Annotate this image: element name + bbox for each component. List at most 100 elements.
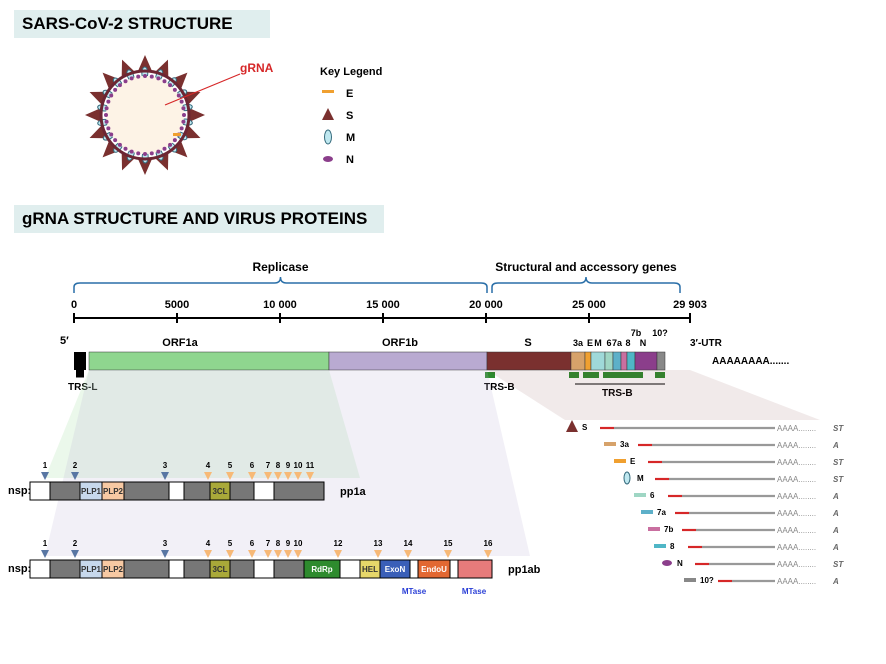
grna-label: gRNA [240, 61, 274, 75]
cleavage-number: 1 [43, 461, 48, 470]
sgrna-name: 3a [620, 440, 629, 449]
title-structure: SARS-CoV-2 STRUCTURE [22, 14, 233, 33]
cleavage-number: 4 [206, 539, 211, 548]
cleavage-number: 2 [73, 539, 78, 548]
sgrna-polya: AAAA........ [777, 543, 816, 552]
gene-label: ORF1a [162, 337, 198, 349]
sgrna-polya: AAAA........ [777, 475, 816, 484]
sgrna-polya: AAAA........ [777, 492, 816, 501]
cleavage-number: 9 [286, 461, 291, 470]
domain-label: RdRp [311, 565, 332, 574]
cleavage-number: 7 [266, 461, 271, 470]
poly-a-label: AAAAAAAA....... [712, 356, 789, 367]
gene-label: E [587, 338, 593, 348]
cleavage-number: 9 [286, 539, 291, 548]
sgrna-polya: AAAA........ [777, 424, 816, 433]
pp1a-label: pp1a [340, 486, 367, 498]
sgrna-name: M [637, 474, 644, 483]
sgrna-name: 6 [650, 491, 655, 500]
sgrna-name: 7b [664, 525, 673, 534]
gene-label: 6 [606, 338, 611, 348]
legend-item-label: S [346, 110, 353, 122]
legend-title: Key Legend [320, 66, 382, 78]
sgrna-name: S [582, 423, 588, 432]
cleavage-number: 8 [276, 461, 281, 470]
domain-label: PLP2 [103, 565, 124, 574]
gene-label: 7b [631, 328, 642, 338]
cleavage-number: 5 [228, 539, 233, 548]
scale-tick-label: 25 000 [572, 299, 606, 311]
sgrna-st: ST [833, 424, 844, 433]
sgrna-st: A [832, 441, 839, 450]
cleavage-number: 3 [163, 461, 168, 470]
sgrna-st: A [832, 526, 839, 535]
gene-label: 7a [612, 338, 623, 348]
brace-label: Replicase [252, 260, 308, 274]
mtase-label: MTase [402, 587, 427, 596]
pp1ab-label: pp1ab [508, 564, 541, 576]
sgrna-name: 8 [670, 542, 675, 551]
sgrna-polya: AAAA........ [777, 526, 816, 535]
scale-tick-label: 29 903 [673, 299, 707, 311]
sgrna-name: N [677, 559, 683, 568]
sgrna-st: A [832, 509, 839, 518]
domain-label: PLP1 [81, 487, 102, 496]
brace-label: Structural and accessory genes [495, 260, 677, 274]
sgrna-polya: AAAA........ [777, 458, 816, 467]
scale-tick-label: 5000 [165, 299, 189, 311]
cleavage-number: 6 [250, 539, 255, 548]
scale-tick-label: 10 000 [263, 299, 297, 311]
domain-label: 3CL [212, 487, 227, 496]
sgrna-st: ST [833, 458, 844, 467]
cleavage-number: 3 [163, 539, 168, 548]
sgrna-polya: AAAA........ [777, 560, 816, 569]
legend-item-label: M [346, 132, 355, 144]
nsp-label: nsp: [8, 485, 31, 497]
cleavage-number: 10 [294, 461, 303, 470]
sgrna-polya: AAAA........ [777, 509, 816, 518]
sars-cov-2-diagram: SARS-CoV-2 STRUCTUREgRNAKey LegendESMNgR… [0, 0, 886, 659]
cleavage-number: 4 [206, 461, 211, 470]
cleavage-number: 15 [444, 539, 453, 548]
sgrna-st: A [832, 492, 839, 501]
gene-label: M [594, 338, 602, 348]
sgrna-name: 7a [657, 508, 666, 517]
three-prime-label: 3′-UTR [690, 338, 723, 349]
gene-label: 8 [625, 338, 630, 348]
gene-label: N [640, 338, 647, 348]
domain-label: PLP1 [81, 565, 102, 574]
title-grna: gRNA STRUCTURE AND VIRUS PROTEINS [22, 209, 367, 228]
scale-tick-label: 0 [71, 299, 77, 311]
sgrna-st: ST [833, 475, 844, 484]
cleavage-number: 7 [266, 539, 271, 548]
legend-item-label: N [346, 154, 354, 166]
sgrna-st: ST [833, 560, 844, 569]
domain-label: HEL [362, 565, 378, 574]
cleavage-number: 13 [374, 539, 383, 548]
mtase-label: MTase [462, 587, 487, 596]
scale-tick-label: 20 000 [469, 299, 503, 311]
gene-label: ORF1b [382, 337, 418, 349]
domain-label: 3CL [212, 565, 227, 574]
sgrna-name: 10? [700, 576, 714, 585]
cleavage-number: 14 [404, 539, 413, 548]
cleavage-number: 1 [43, 539, 48, 548]
cleavage-number: 10 [294, 539, 303, 548]
domain-label: PLP2 [103, 487, 124, 496]
legend-item-label: E [346, 88, 353, 100]
five-prime-label: 5′ [60, 335, 69, 347]
cleavage-number: 2 [73, 461, 78, 470]
cleavage-number: 5 [228, 461, 233, 470]
gene-label: 10? [652, 328, 668, 338]
domain-label: EndoU [421, 565, 447, 574]
cleavage-number: 11 [306, 461, 315, 470]
sgrna-polya: AAAA........ [777, 441, 816, 450]
sgrna-polya: AAAA........ [777, 577, 816, 586]
sgrna-st: A [832, 577, 839, 586]
cleavage-number: 16 [484, 539, 493, 548]
scale-tick-label: 15 000 [366, 299, 400, 311]
cleavage-number: 12 [334, 539, 343, 548]
sgrna-name: E [630, 457, 636, 466]
sgrna-st: A [832, 543, 839, 552]
gene-label: 3a [573, 338, 584, 348]
